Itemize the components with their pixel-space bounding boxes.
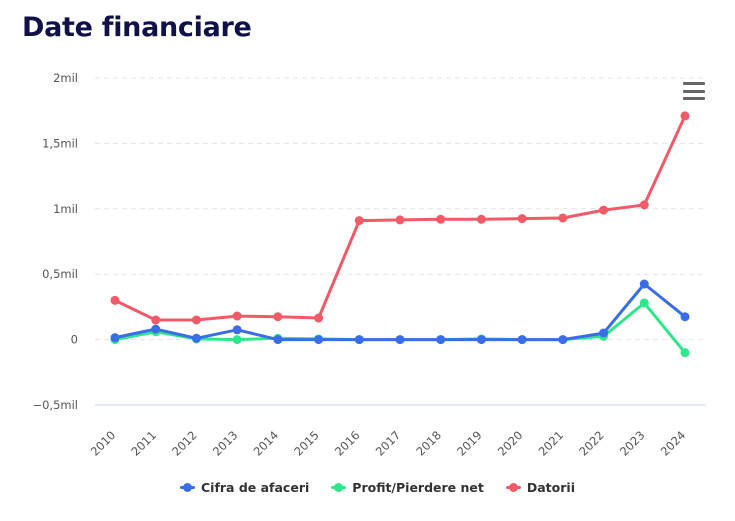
data-point: [436, 335, 446, 345]
data-point: [354, 335, 364, 345]
series-cifra-de-afaceri: [110, 279, 690, 345]
legend-label: Profit/Pierdere net: [352, 479, 484, 495]
data-point: [110, 333, 120, 343]
x-tick-label: 2012: [169, 428, 200, 459]
data-point: [232, 335, 242, 345]
series-group: [110, 111, 690, 358]
hamburger-menu-icon: [683, 82, 705, 85]
y-tick-label: 2mil: [53, 71, 78, 85]
y-tick-label: −0,5mil: [32, 398, 78, 412]
legend-item-profit-pierdere-net[interactable]: Profit/Pierdere net: [331, 478, 484, 496]
legend-label: Datorii: [526, 479, 575, 495]
data-point: [232, 311, 242, 321]
data-point: [517, 214, 527, 224]
hamburger-menu-icon-bar: [683, 89, 705, 93]
x-axis-tick-labels: 2010 2011 2012 2013 2014 2015 2016 2017 2018 2019…: [88, 428, 689, 459]
legend-item-cifra-de-afaceri[interactable]: Cifra de afaceri: [180, 478, 309, 496]
hamburger-menu-icon-bar: [683, 97, 705, 100]
x-tick-label: 2023: [617, 428, 648, 459]
x-tick-label: 2014: [251, 428, 282, 459]
y-axis-tick-labels: 2mil 1,5mil 1mil 0,5mil 0 −0,5mil: [32, 71, 78, 412]
data-point: [436, 214, 446, 224]
data-point: [395, 335, 405, 345]
data-point: [680, 312, 690, 322]
data-point: [314, 335, 324, 345]
data-point: [273, 312, 283, 322]
data-point: [599, 205, 609, 215]
legend-marker-icon: [180, 482, 195, 492]
data-point: [639, 200, 649, 210]
data-point: [191, 333, 201, 343]
x-tick-label: 2011: [128, 428, 159, 459]
data-point: [680, 348, 690, 358]
y-tick-label: 0: [71, 333, 78, 347]
data-point: [354, 216, 364, 226]
legend-label: Cifra de afaceri: [201, 479, 310, 495]
data-point: [110, 295, 120, 305]
series-datorii: [110, 111, 690, 325]
x-tick-label: 2015: [291, 428, 322, 459]
y-tick-label: 1,5mil: [42, 136, 78, 150]
data-point: [232, 325, 242, 335]
legend-item-datorii[interactable]: Datorii: [505, 478, 575, 496]
data-point: [151, 324, 161, 334]
series-profit-pierdere-net: [110, 298, 690, 358]
data-point: [639, 279, 649, 289]
data-point: [476, 214, 486, 224]
data-point: [191, 315, 201, 325]
data-point: [314, 313, 324, 323]
legend: Cifra de afaceri Profit/Pierdere net Dat…: [0, 478, 735, 496]
x-tick-label: 2020: [495, 428, 526, 459]
y-tick-label: 1mil: [53, 202, 78, 216]
x-tick-label: 2010: [88, 428, 119, 459]
x-tick-label: 2017: [373, 428, 404, 459]
x-tick-label: 2022: [576, 428, 607, 459]
x-tick-label: 2024: [658, 428, 689, 459]
data-point: [639, 298, 649, 308]
series-line: [113, 301, 687, 355]
data-point: [476, 335, 486, 345]
legend-marker-icon: [331, 482, 347, 492]
page-title: Date financiare: [22, 12, 252, 43]
data-point: [599, 328, 609, 338]
x-tick-label: 2019: [454, 428, 485, 459]
data-point: [517, 335, 527, 345]
x-tick-label: 2013: [210, 428, 241, 459]
data-point: [558, 213, 568, 223]
x-tick-label: 2016: [332, 428, 363, 459]
data-point: [680, 111, 690, 121]
data-point: [395, 215, 405, 225]
legend-marker-icon: [505, 482, 521, 492]
chart-menu-button[interactable]: [683, 82, 705, 100]
x-tick-label: 2021: [536, 428, 567, 459]
data-point: [558, 335, 568, 345]
y-tick-label: 0,5mil: [42, 267, 78, 281]
x-tick-label: 2018: [413, 428, 444, 459]
data-point: [273, 335, 283, 345]
data-point: [151, 315, 161, 325]
